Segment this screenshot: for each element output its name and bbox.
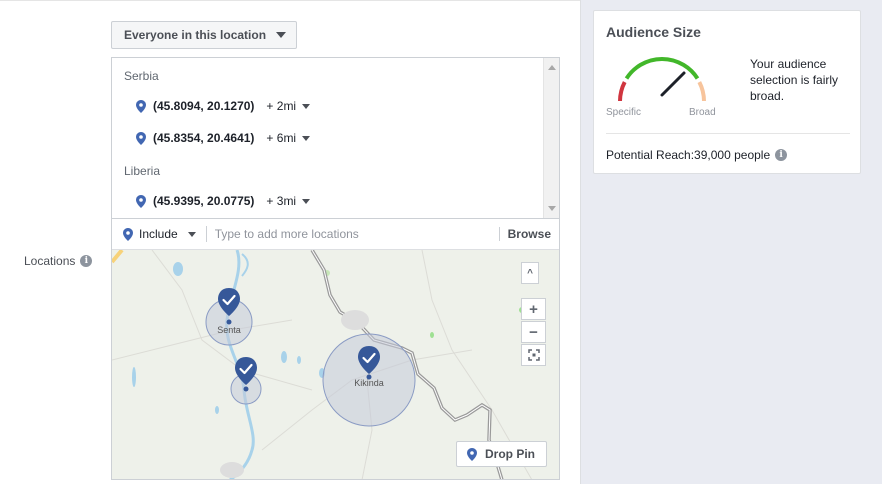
audience-type-dropdown[interactable]: Everyone in this location — [111, 21, 297, 49]
gauge-needle — [660, 71, 686, 97]
potential-reach-text: Potential Reach:39,000 people — [606, 148, 771, 162]
location-coords: (45.8354, 20.4641) — [153, 131, 255, 145]
radius-dropdown[interactable]: + 3mi — [266, 194, 311, 208]
location-pin-icon — [136, 131, 146, 145]
browse-button[interactable]: Browse — [498, 227, 551, 241]
caret-down-icon — [187, 231, 196, 237]
radius-value: + 2mi — [266, 99, 297, 113]
location-map[interactable]: Senta Kikinda ^ + − Drop Pin — [112, 249, 559, 479]
country-heading-liberia: Liberia — [124, 164, 161, 178]
fullscreen-button[interactable] — [521, 344, 546, 366]
location-list-scrollbar[interactable] — [543, 58, 559, 218]
scroll-down-icon[interactable] — [548, 206, 556, 211]
audience-sidebar: Audience Size Specific Broad Your audien… — [580, 0, 882, 484]
location-pin-icon — [136, 99, 146, 113]
location-list: Serbia (45.8094, 20.1270) + 2mi (45.8354… — [112, 58, 544, 218]
drop-pin-button[interactable]: Drop Pin — [456, 441, 547, 467]
location-search-bar: Include Browse — [112, 218, 559, 249]
location-item: (45.9395, 20.0775) + 3mi — [136, 191, 311, 211]
info-icon[interactable]: i — [80, 255, 93, 267]
radius-value: + 3mi — [266, 194, 297, 208]
zoom-out-icon: − — [529, 323, 538, 341]
audience-type-label: Everyone in this location — [124, 28, 267, 42]
divider — [606, 133, 850, 134]
map-collapse-button[interactable]: ^ — [521, 262, 539, 284]
divider — [205, 226, 207, 242]
zoom-in-button[interactable]: + — [521, 298, 546, 320]
caret-down-icon — [302, 103, 311, 109]
chevron-up-icon: ^ — [527, 267, 533, 279]
fullscreen-icon — [527, 349, 540, 361]
targeting-panel: Everyone in this location Locations i Se… — [0, 0, 580, 480]
scroll-up-icon[interactable] — [548, 65, 556, 70]
locations-box: Serbia (45.8094, 20.1270) + 2mi (45.8354… — [111, 57, 560, 480]
map-pin-icon[interactable] — [358, 346, 380, 380]
radius-dropdown[interactable]: + 2mi — [266, 99, 311, 113]
gauge-broad-label: Broad — [689, 107, 716, 118]
location-pin-icon — [123, 227, 133, 241]
info-icon[interactable]: i — [775, 149, 788, 161]
map-canvas[interactable]: Senta Kikinda — [112, 250, 559, 479]
location-coords: (45.8094, 20.1270) — [153, 99, 255, 113]
caret-down-icon — [302, 135, 311, 141]
zoom-in-icon: + — [529, 300, 538, 318]
audience-gauge — [618, 56, 706, 102]
location-search-input[interactable] — [214, 224, 493, 244]
location-item: (45.8094, 20.1270) + 2mi — [136, 96, 311, 116]
radius-value: + 6mi — [266, 131, 297, 145]
location-pin-icon — [136, 194, 146, 208]
radius-dropdown[interactable]: + 6mi — [266, 131, 311, 145]
potential-reach: Potential Reach:39,000 people i — [606, 148, 788, 162]
map-pin-icon[interactable] — [235, 357, 257, 392]
caret-down-icon — [302, 198, 311, 204]
locations-field-label: Locations i — [24, 254, 93, 268]
location-item: (45.8354, 20.4641) + 6mi — [136, 128, 311, 148]
audience-size-title: Audience Size — [606, 24, 701, 40]
include-label: Include — [139, 227, 178, 241]
audience-size-card: Audience Size Specific Broad Your audien… — [593, 10, 861, 174]
map-pin-icon[interactable] — [218, 288, 240, 325]
locations-label-text: Locations — [24, 254, 76, 268]
include-dropdown[interactable]: Include — [112, 219, 196, 249]
caret-down-icon — [276, 32, 287, 38]
location-pin-icon — [467, 447, 477, 461]
map-label-senta: Senta — [217, 325, 241, 335]
map-label-kikinda: Kikinda — [354, 378, 384, 388]
audience-description: Your audience selection is fairly broad. — [750, 57, 839, 103]
gauge-specific-label: Specific — [606, 107, 642, 118]
country-heading-serbia: Serbia — [124, 69, 159, 83]
zoom-out-button[interactable]: − — [521, 321, 546, 343]
drop-pin-label: Drop Pin — [485, 447, 535, 461]
location-coords: (45.9395, 20.0775) — [153, 194, 255, 208]
